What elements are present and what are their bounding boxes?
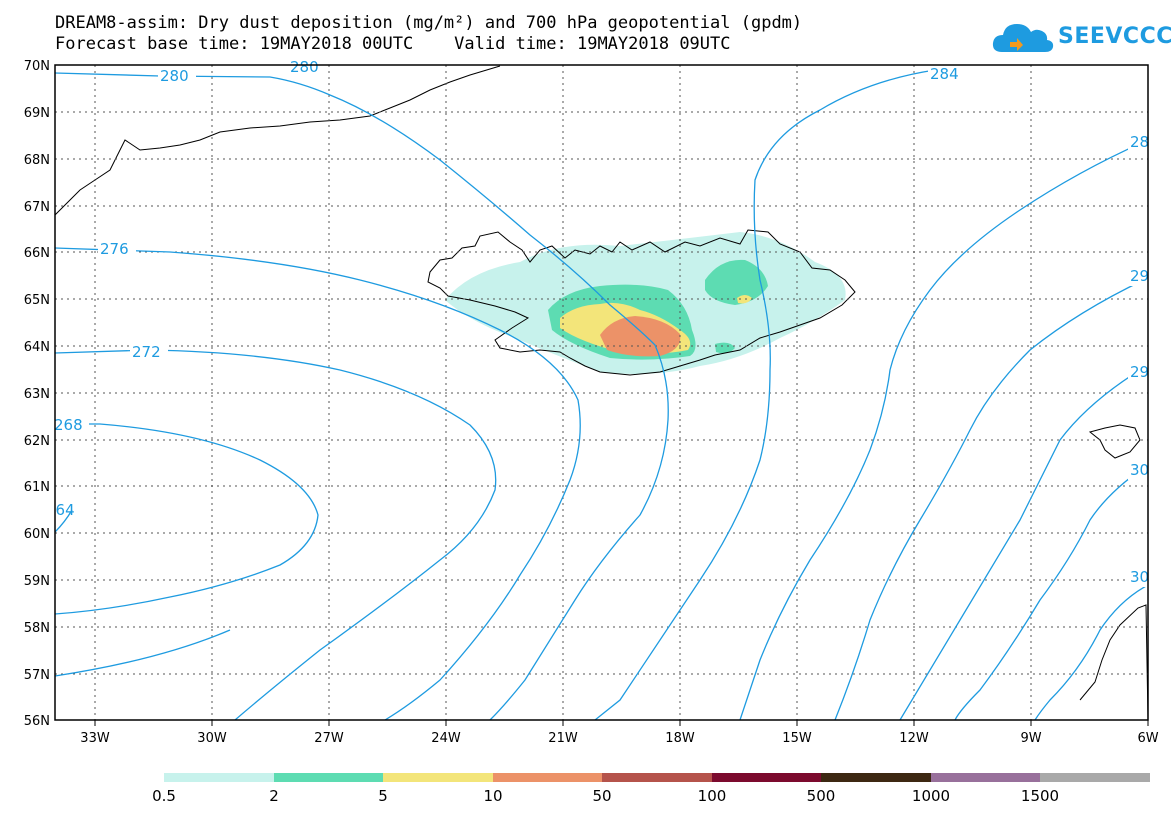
lon-label: 9W <box>1020 731 1041 746</box>
colorbar-label: 50 <box>592 787 611 805</box>
lon-label: 27W <box>314 731 344 746</box>
dust-level-5b <box>737 295 752 304</box>
colorbar-label: 10 <box>483 787 502 805</box>
logo-text: SEEVCCC <box>1058 24 1173 49</box>
lat-label: 69N <box>24 106 50 121</box>
map-frame <box>54 64 1149 721</box>
contour-label: 300 <box>1130 461 1159 479</box>
lon-label: 12W <box>899 731 929 746</box>
map-title-line2: Forecast base time: 19MAY2018 00UTC Vali… <box>55 34 731 54</box>
dust-level-2b <box>705 259 768 305</box>
lat-label: 56N <box>24 714 50 729</box>
colorbar-swatch <box>383 773 493 782</box>
lat-label: 61N <box>24 480 50 495</box>
contour-268b <box>55 629 231 677</box>
map-ticks <box>94 720 1149 726</box>
lon-label: 24W <box>431 731 461 746</box>
contour-label: 288 <box>1130 133 1159 151</box>
contour-label: 284 <box>930 65 959 83</box>
contour-268 <box>55 423 319 615</box>
contour-labels: 280 280 276 272 268 264 284 288 292 296 … <box>46 58 1159 587</box>
map-title-line1: DREAM8-assim: Dry dust deposition (mg/m²… <box>55 13 803 33</box>
seevccc-logo: SEEVCCC <box>990 18 1172 58</box>
lat-label: 62N <box>24 434 50 449</box>
lat-label: 66N <box>24 246 50 261</box>
lat-label: 63N <box>24 387 50 402</box>
lat-label: 64N <box>24 340 50 355</box>
contour-label: 272 <box>132 343 161 361</box>
colorbar-label: 0.5 <box>152 787 176 805</box>
contour-304 <box>1034 584 1148 720</box>
contour-label: 280 <box>160 67 189 85</box>
lat-label: 68N <box>24 153 50 168</box>
cloud-icon <box>992 24 1054 52</box>
faroe-coast <box>1088 424 1141 459</box>
colorbar-swatch <box>164 773 274 782</box>
contour-292 <box>834 277 1148 720</box>
colorbar-label: 100 <box>698 787 727 805</box>
contour-280 <box>55 72 669 720</box>
coastlines <box>55 65 1148 720</box>
lat-label: 70N <box>24 59 50 74</box>
contour-label: 296 <box>1130 363 1159 381</box>
contour-264 <box>55 509 73 533</box>
colorbar-swatch <box>821 773 931 782</box>
dust-deposition-field <box>445 232 846 374</box>
greenland-coast <box>55 65 501 216</box>
contour-284 <box>594 69 936 720</box>
lat-label: 58N <box>24 621 50 636</box>
dust-level-2c <box>715 342 735 354</box>
colorbar-swatch <box>712 773 821 782</box>
lon-label: 18W <box>665 731 695 746</box>
contour-label-264-clip: 264 <box>46 501 75 519</box>
contour-label: 292 <box>1130 267 1159 285</box>
contour-296 <box>899 364 1148 720</box>
contour-label: 268 <box>54 416 83 434</box>
lat-label: 57N <box>24 668 50 683</box>
contour-276 <box>55 247 581 720</box>
lon-label: 33W <box>80 731 110 746</box>
contour-label: 304 <box>1130 568 1159 586</box>
latitude-labels: 70N 69N 68N 67N 66N 65N 64N 63N 62N 61N … <box>24 59 50 729</box>
contour-label: 280 <box>290 58 319 76</box>
graticule <box>55 65 1148 720</box>
colorbar: 0.5 2 5 10 50 100 500 1000 1500 <box>152 773 1150 805</box>
lat-label: 65N <box>24 293 50 308</box>
colorbar-swatch <box>1040 773 1150 782</box>
colorbar-swatch <box>493 773 602 782</box>
colorbar-swatch <box>274 773 383 782</box>
lon-label: 6W <box>1137 731 1158 746</box>
colorbar-swatch <box>931 773 1040 782</box>
lon-label: 21W <box>548 731 578 746</box>
contour-label: 264 <box>46 501 75 519</box>
lat-label: 60N <box>24 527 50 542</box>
geopotential-contours <box>55 69 1148 720</box>
longitude-labels: 33W 30W 27W 24W 21W 18W 15W 12W 9W 6W <box>80 731 1158 746</box>
contour-272 <box>55 349 497 720</box>
colorbar-swatch <box>602 773 712 782</box>
lat-label: 59N <box>24 574 50 589</box>
lat-label: 67N <box>24 200 50 215</box>
colorbar-label: 500 <box>807 787 836 805</box>
lon-label: 30W <box>197 731 227 746</box>
colorbar-label: 2 <box>269 787 279 805</box>
colorbar-label: 1500 <box>1021 787 1059 805</box>
colorbar-label: 1000 <box>912 787 950 805</box>
contour-288 <box>739 139 1148 720</box>
colorbar-label: 5 <box>378 787 388 805</box>
contour-300 <box>954 464 1148 720</box>
scotland-coast <box>1079 604 1148 720</box>
lon-label: 15W <box>782 731 812 746</box>
iceland-coast <box>427 229 856 376</box>
contour-label: 276 <box>100 240 129 258</box>
